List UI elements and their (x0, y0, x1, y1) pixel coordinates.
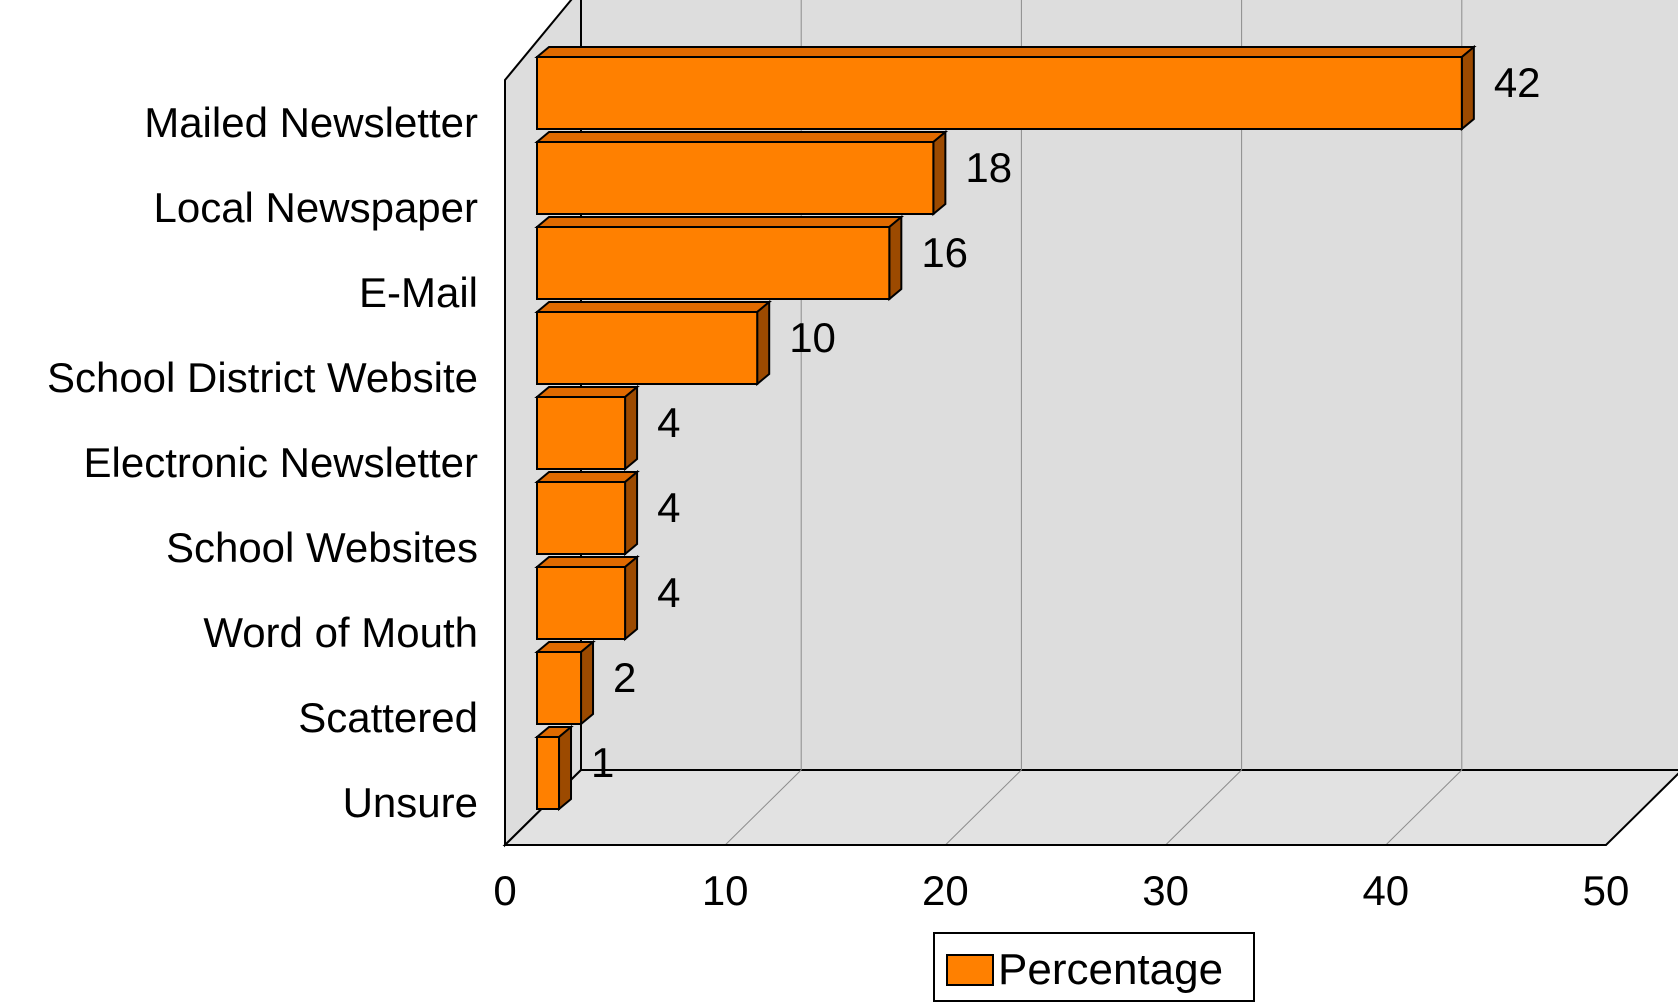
bar (534, 469, 640, 557)
bars (534, 44, 1477, 812)
category-label: School District Website (47, 354, 478, 401)
bar-top-face (534, 46, 1477, 58)
floor (502, 769, 1678, 846)
bar-side-face (756, 299, 771, 387)
legend: Percentage (933, 932, 1255, 1002)
data-label: 16 (921, 229, 968, 276)
bar (534, 639, 596, 727)
bar-front-face (536, 311, 759, 385)
bar-side-face (624, 554, 639, 642)
bar (534, 384, 640, 472)
bar (534, 724, 574, 812)
category-label: E-Mail (359, 269, 478, 316)
data-label: 42 (1494, 59, 1541, 106)
category-labels: Mailed Newsletter Local Newspaper E-Mail Sc… (47, 99, 478, 826)
bar-front-face (536, 141, 935, 215)
bar-side-face (624, 384, 639, 472)
bar-front-face (536, 566, 627, 640)
bar-side-face (888, 214, 903, 302)
data-label: 4 (657, 399, 680, 446)
category-label: Word of Mouth (203, 609, 478, 656)
bar-top-face (534, 556, 640, 568)
data-label: 18 (965, 144, 1012, 191)
bar-front-face (536, 396, 627, 470)
bar-side-face (580, 639, 595, 727)
tick-label: 20 (922, 867, 969, 914)
gridline-floor (724, 769, 802, 846)
tick-label: 50 (1583, 867, 1630, 914)
bar-front-face (536, 481, 627, 555)
bar-top-face (534, 301, 772, 313)
tick-label: 40 (1362, 867, 1409, 914)
bar-front-face (536, 226, 891, 300)
data-label: 1 (591, 739, 614, 786)
bar (534, 214, 905, 302)
bar-top-face (534, 216, 905, 228)
bar (534, 554, 640, 642)
bar-front-face (536, 736, 561, 810)
bar-side-face (558, 724, 573, 812)
data-label: 10 (789, 314, 836, 361)
gridline-floor (1385, 769, 1463, 846)
bar-front-face (536, 651, 583, 725)
category-label: Mailed Newsletter (144, 99, 478, 146)
legend-label: Percentage (998, 945, 1223, 994)
data-label: 4 (657, 484, 680, 531)
gridline-floor (945, 769, 1022, 846)
gridline-floor (1165, 769, 1242, 846)
category-label: Electronic Newsletter (84, 439, 478, 486)
category-label: Local Newspaper (153, 184, 478, 231)
bar-side-face (1460, 44, 1475, 132)
category-label: School Websites (166, 524, 478, 571)
bar (534, 299, 772, 387)
legend-swatch (946, 954, 994, 986)
data-label: 2 (613, 654, 636, 701)
category-label: Unsure (343, 779, 478, 826)
bar (534, 129, 949, 217)
tick-label: 30 (1142, 867, 1189, 914)
tick-label: 0 (493, 867, 516, 914)
bar-top-face (534, 131, 949, 143)
bar-side-face (932, 129, 947, 217)
data-label: 4 (657, 569, 680, 616)
category-label: Scattered (298, 694, 478, 741)
bar-side-face (624, 469, 639, 557)
tick-label: 10 (702, 867, 749, 914)
bar-front-face (536, 56, 1463, 130)
bar-top-face (534, 386, 640, 398)
bar (534, 44, 1477, 132)
x-axis-tick-labels: 0 10 20 30 40 50 (493, 867, 1629, 914)
bar-top-face (534, 471, 640, 483)
